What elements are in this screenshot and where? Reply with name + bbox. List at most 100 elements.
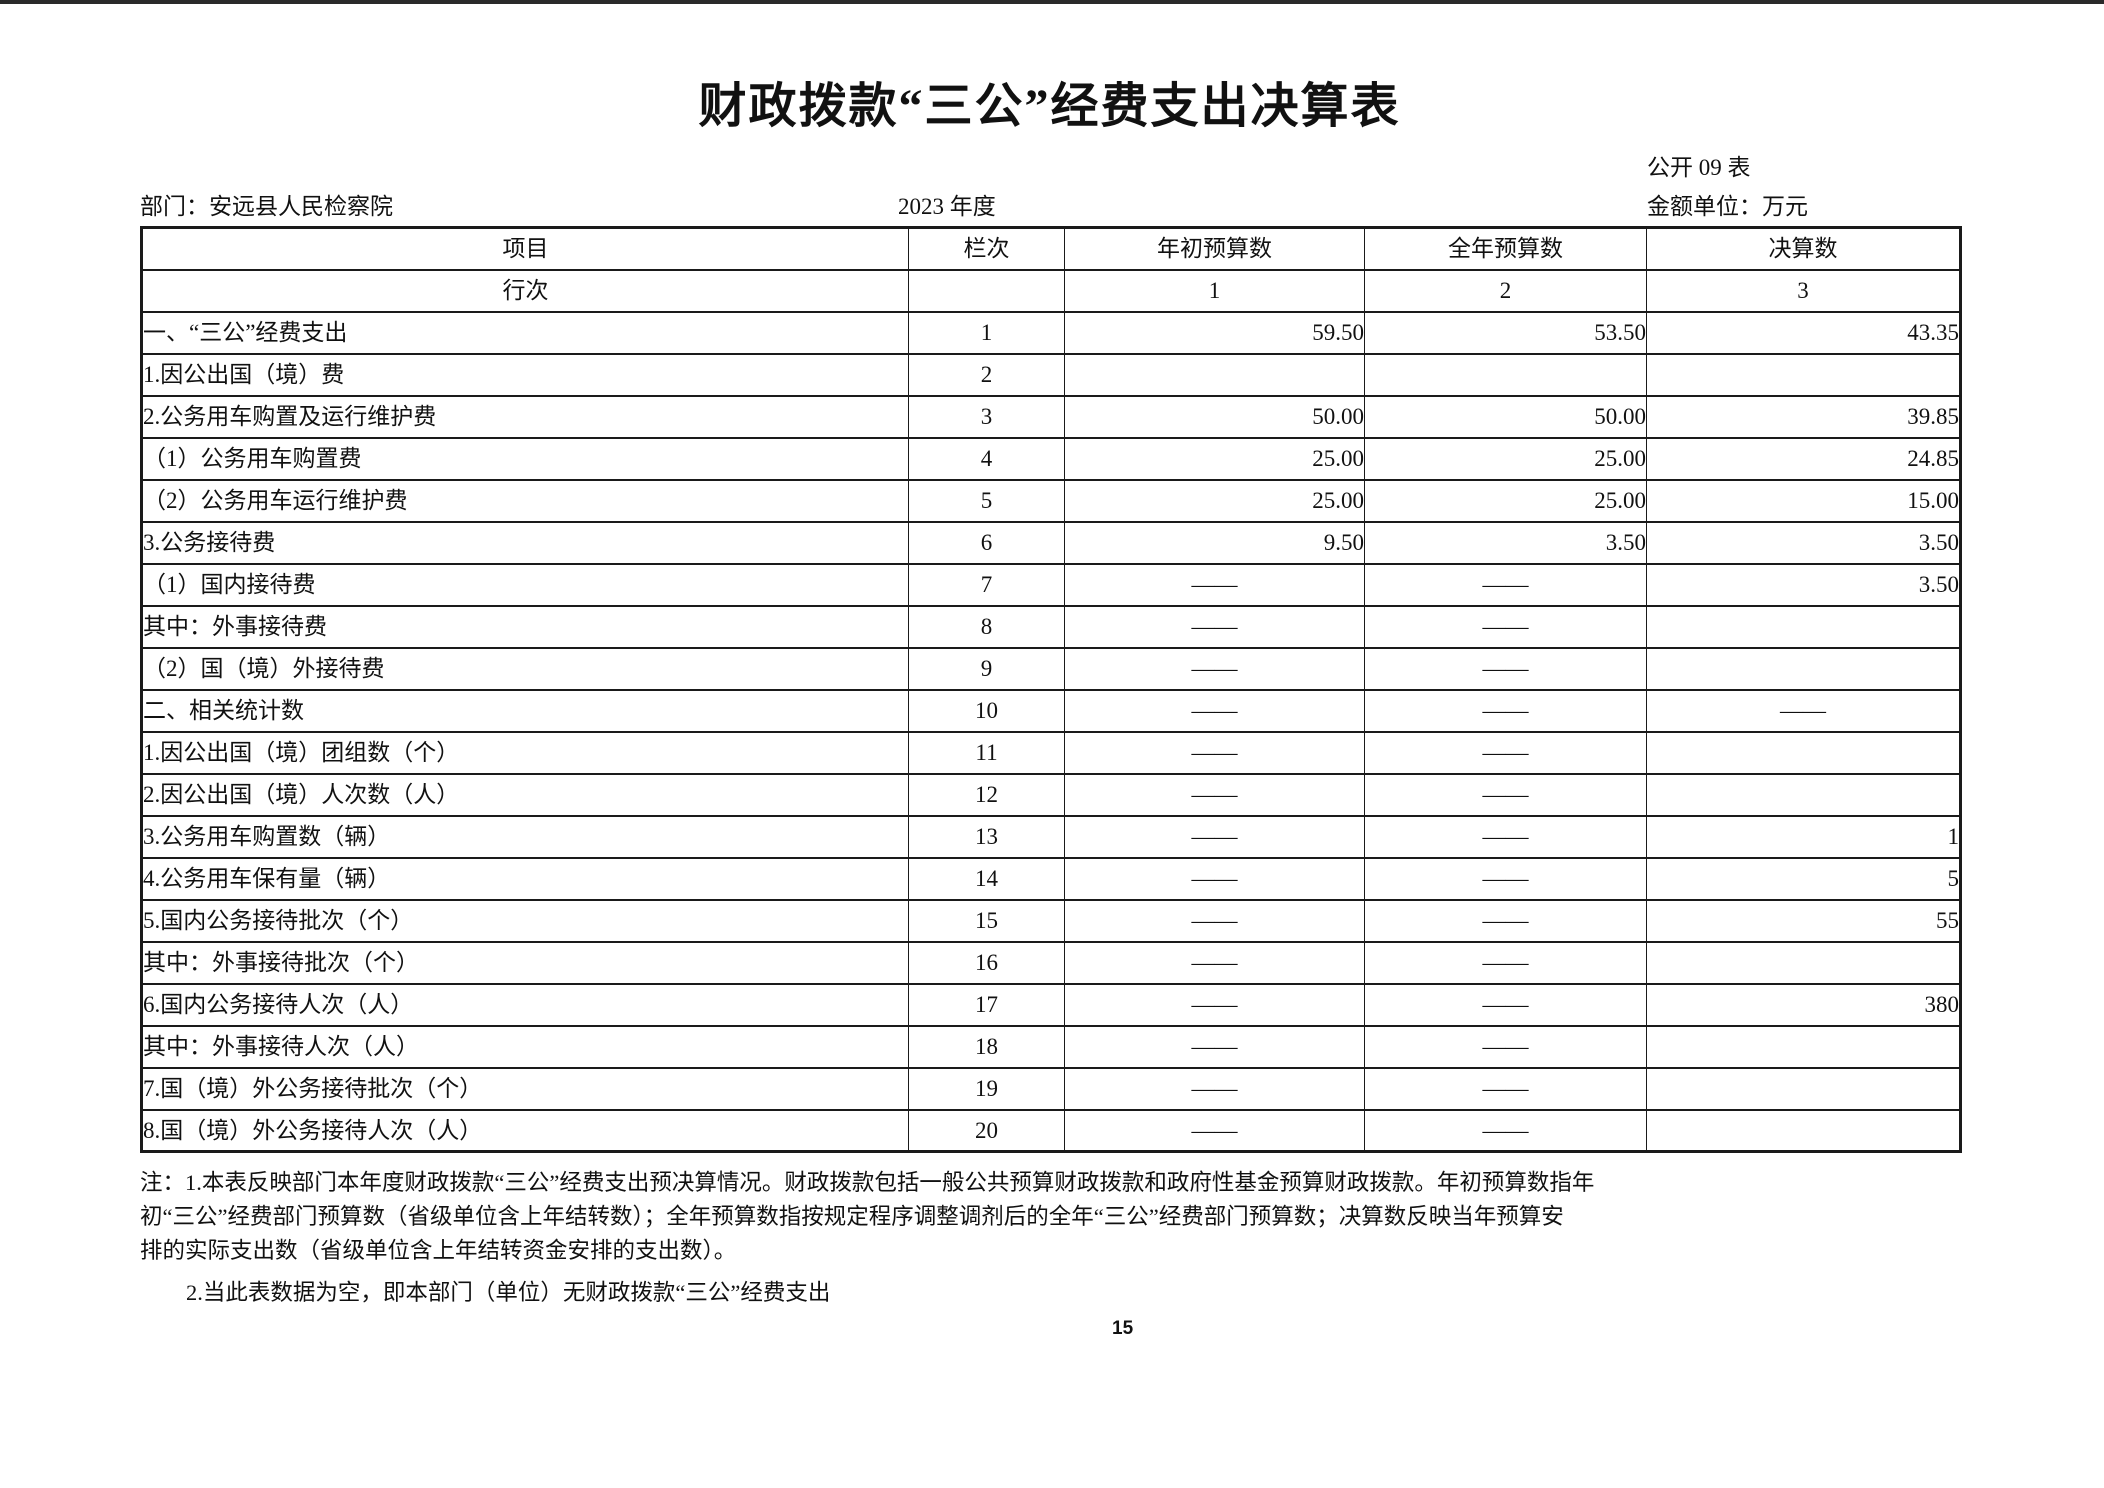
value-cell	[1646, 646, 1961, 691]
line-number: 2	[908, 352, 1065, 397]
value-cell: ——	[1364, 562, 1647, 607]
value-cell: 50.00	[1364, 394, 1647, 439]
line-number: 1	[908, 310, 1065, 355]
value-cell: ——	[1364, 940, 1647, 985]
value-cell: ——	[1064, 1024, 1365, 1069]
line-number: 10	[908, 688, 1065, 733]
value-cell: 50.00	[1064, 394, 1365, 439]
item-label: （2）公务用车运行维护费	[141, 478, 909, 523]
value-cell	[1646, 604, 1961, 649]
value-cell: ——	[1364, 730, 1647, 775]
value-cell: 9.50	[1064, 520, 1365, 565]
table-row: 5.国内公务接待批次（个） 15 —— —— 55	[141, 898, 1961, 943]
column-index-2: 2	[1364, 268, 1647, 313]
item-label: 4.公务用车保有量（辆）	[141, 856, 909, 901]
column-header-annual-budget: 全年预算数	[1364, 226, 1647, 271]
note-line: 初“三公”经费部门预算数（省级单位含上年结转数）；全年预算数指按规定程序调整调剂…	[140, 1204, 1564, 1229]
value-cell: ——	[1364, 646, 1647, 691]
line-number: 18	[908, 1024, 1065, 1069]
line-number: 13	[908, 814, 1065, 859]
item-label: 7.国（境）外公务接待批次（个）	[141, 1066, 909, 1111]
empty-cell	[908, 268, 1065, 313]
item-label: 二、相关统计数	[141, 688, 909, 733]
value-cell: ——	[1064, 1066, 1365, 1111]
value-cell: ——	[1364, 898, 1647, 943]
item-label: 6.国内公务接待人次（人）	[141, 982, 909, 1027]
item-label: （2）国（境）外接待费	[141, 646, 909, 691]
value-cell: ——	[1064, 814, 1365, 859]
value-cell: 1	[1646, 814, 1961, 859]
table-row: 二、相关统计数 10 —— —— ——	[141, 688, 1961, 733]
table-row: 6.国内公务接待人次（人） 17 —— —— 380	[141, 982, 1961, 1027]
note-line: 注：1.本表反映部门本年度财政拨款“三公”经费支出预决算情况。财政拨款包括一般公…	[140, 1170, 1595, 1195]
value-cell: 25.00	[1064, 436, 1365, 481]
subheader-row: 行次 1 2 3	[141, 268, 1961, 313]
form-number: 公开 09 表	[1647, 155, 1751, 180]
value-cell: 380	[1646, 982, 1961, 1027]
value-cell: ——	[1064, 898, 1365, 943]
value-cell	[1646, 1108, 1961, 1153]
line-number: 8	[908, 604, 1065, 649]
value-cell: ——	[1064, 688, 1365, 733]
table-row: 3.公务用车购置数（辆） 13 —— —— 1	[141, 814, 1961, 859]
line-number: 7	[908, 562, 1065, 607]
value-cell: 5	[1646, 856, 1961, 901]
column-index-3: 3	[1646, 268, 1961, 313]
column-header-final-accounts: 决算数	[1646, 226, 1961, 271]
page-title: 财政拨款“三公”经费支出决算表	[698, 80, 1401, 133]
item-label: 3.公务接待费	[141, 520, 909, 565]
table-row: 8.国（境）外公务接待人次（人） 20 —— ——	[141, 1108, 1961, 1153]
table-row: 其中：外事接待批次（个） 16 —— ——	[141, 940, 1961, 985]
table-row: （2）国（境）外接待费 9 —— ——	[141, 646, 1961, 691]
value-cell: ——	[1364, 982, 1647, 1027]
item-label: 一、“三公”经费支出	[141, 310, 909, 355]
table-row: 3.公务接待费 6 9.50 3.50 3.50	[141, 520, 1961, 565]
item-label: 其中：外事接待人次（人）	[141, 1024, 909, 1069]
value-cell	[1646, 352, 1961, 397]
note-line: 2.当此表数据为空，即本部门（单位）无财政拨款“三公”经费支出	[186, 1280, 831, 1305]
value-cell: ——	[1364, 1024, 1647, 1069]
value-cell: ——	[1364, 604, 1647, 649]
department-label: 部门：安远县人民检察院	[140, 194, 393, 219]
three-public-expense-table: 项目 栏次 年初预算数 全年预算数 决算数 行次 1 2 3 一、“三公”经费支…	[140, 226, 1962, 1153]
line-number: 5	[908, 478, 1065, 523]
value-cell: ——	[1364, 856, 1647, 901]
line-number: 19	[908, 1066, 1065, 1111]
value-cell: ——	[1064, 604, 1365, 649]
page-number: 15	[1112, 1318, 1134, 1339]
value-cell: ——	[1364, 688, 1647, 733]
value-cell	[1646, 772, 1961, 817]
value-cell	[1646, 1024, 1961, 1069]
item-label: 8.国（境）外公务接待人次（人）	[141, 1108, 909, 1153]
value-cell: ——	[1064, 646, 1365, 691]
line-number: 4	[908, 436, 1065, 481]
value-cell: ——	[1064, 982, 1365, 1027]
table-row: 其中：外事接待人次（人） 18 —— ——	[141, 1024, 1961, 1069]
value-cell: 15.00	[1646, 478, 1961, 523]
item-label: （1）国内接待费	[141, 562, 909, 607]
item-label: 5.国内公务接待批次（个）	[141, 898, 909, 943]
value-cell: 59.50	[1064, 310, 1365, 355]
value-cell: 25.00	[1364, 478, 1647, 523]
table-row: 7.国（境）外公务接待批次（个） 19 —— ——	[141, 1066, 1961, 1111]
value-cell: ——	[1064, 730, 1365, 775]
table-row: 1.因公出国（境）团组数（个） 11 —— ——	[141, 730, 1961, 775]
table-row: （1）公务用车购置费 4 25.00 25.00 24.85	[141, 436, 1961, 481]
value-cell	[1646, 730, 1961, 775]
value-cell: 53.50	[1364, 310, 1647, 355]
line-number: 15	[908, 898, 1065, 943]
table-row: 2.公务用车购置及运行维护费 3 50.00 50.00 39.85	[141, 394, 1961, 439]
value-cell	[1364, 352, 1647, 397]
table-row: 一、“三公”经费支出 1 59.50 53.50 43.35	[141, 310, 1961, 355]
value-cell: ——	[1064, 772, 1365, 817]
column-header-initial-budget: 年初预算数	[1064, 226, 1365, 271]
value-cell: ——	[1646, 688, 1961, 733]
value-cell: ——	[1064, 562, 1365, 607]
value-cell: 24.85	[1646, 436, 1961, 481]
value-cell: 25.00	[1064, 478, 1365, 523]
value-cell: ——	[1064, 940, 1365, 985]
value-cell: 3.50	[1364, 520, 1647, 565]
row-index-header: 行次	[141, 268, 909, 313]
note-line: 排的实际支出数（省级单位含上年结转资金安排的支出数）。	[140, 1238, 737, 1263]
